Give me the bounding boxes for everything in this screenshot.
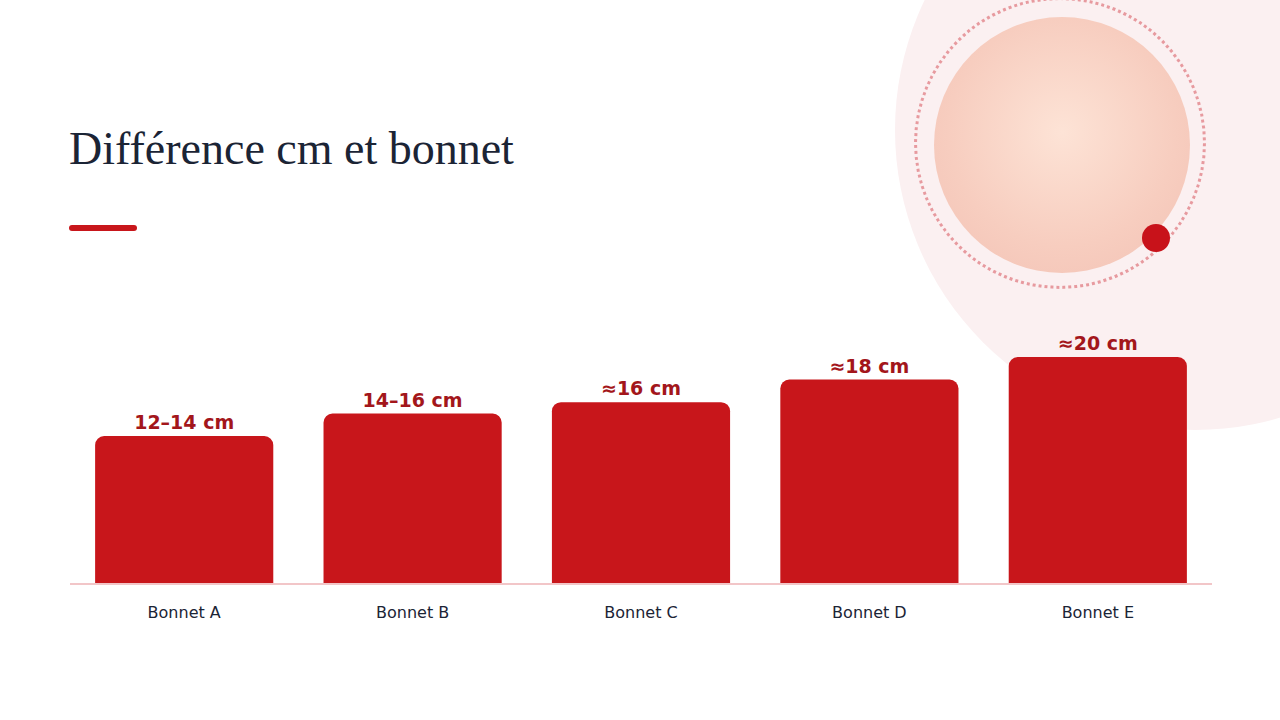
- svg-text:Bonnet C: Bonnet C: [604, 603, 677, 622]
- svg-text:≈16 cm: ≈16 cm: [601, 377, 681, 399]
- svg-text:Bonnet B: Bonnet B: [376, 603, 449, 622]
- svg-text:≈18 cm: ≈18 cm: [829, 355, 909, 377]
- svg-text:≈20 cm: ≈20 cm: [1058, 332, 1138, 354]
- svg-text:Bonnet A: Bonnet A: [148, 603, 221, 622]
- svg-text:14–16 cm: 14–16 cm: [363, 389, 463, 411]
- svg-text:Bonnet D: Bonnet D: [832, 603, 907, 622]
- svg-text:12–14 cm: 12–14 cm: [134, 411, 234, 433]
- svg-text:Différence cm et bonnet: Différence cm et bonnet: [69, 123, 514, 174]
- svg-text:Bonnet E: Bonnet E: [1062, 603, 1134, 622]
